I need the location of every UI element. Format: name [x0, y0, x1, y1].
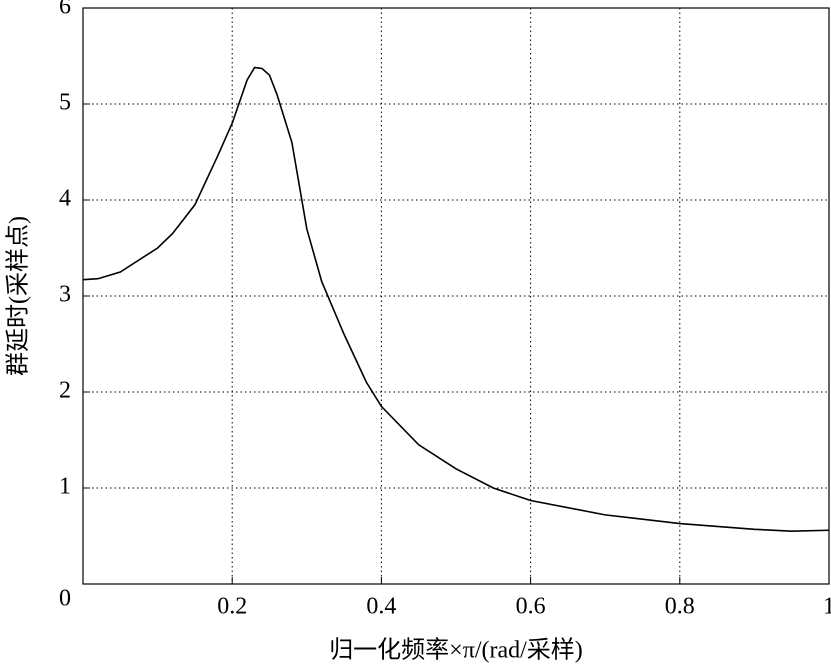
y-tick-label: 2: [59, 378, 71, 404]
x-tick-label: 0.6: [516, 594, 546, 620]
x-tick-label: 0.2: [217, 594, 247, 620]
y-axis-label: 群延时(采样点): [5, 216, 32, 376]
y-tick-label: 3: [59, 282, 71, 308]
y-tick-label: 4: [59, 186, 71, 212]
x-tick-label: 1: [823, 594, 831, 620]
plot-frame: [82, 7, 830, 585]
x-tick-label: 0.8: [665, 594, 695, 620]
y-tick-label: 0: [59, 586, 71, 612]
y-tick-label: 1: [59, 474, 71, 500]
x-axis-label: 归一化频率×π/(rad/采样): [329, 637, 583, 664]
line-series: [82, 66, 830, 533]
y-tick-label: 5: [59, 90, 71, 116]
x-tick-label: 0.4: [366, 594, 396, 620]
y-tick-label: 6: [59, 0, 71, 20]
